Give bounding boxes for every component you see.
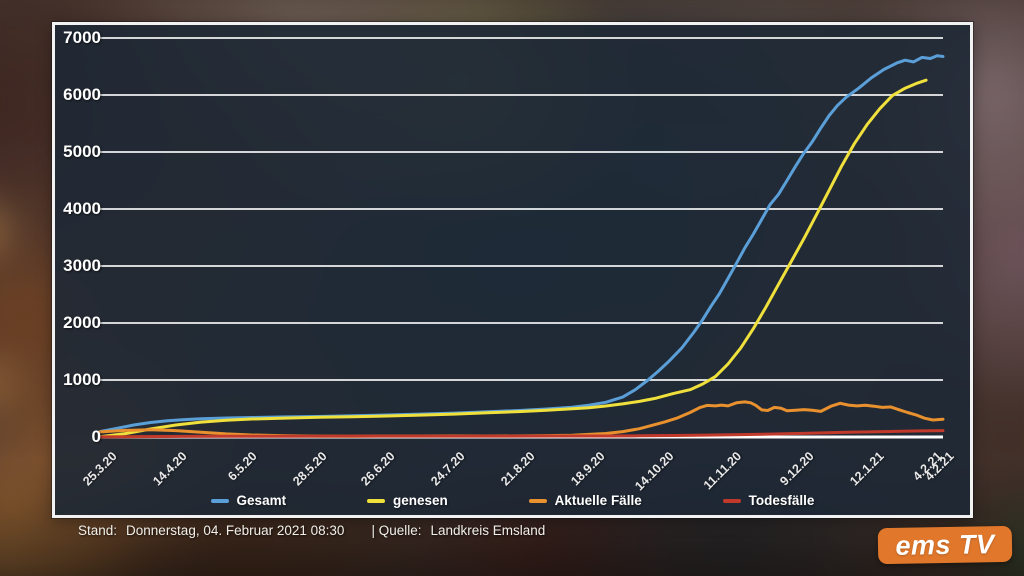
chart-panel: 7000 6000 5000 4000 3000 2000 1000 0 25.3.20 14.… — [52, 22, 973, 518]
covid-line-chart — [98, 37, 945, 439]
stand-value: Donnerstag, 04. Februar 2021 08:30 — [126, 523, 345, 538]
quelle-value: Landkreis Emsland — [430, 523, 546, 538]
status-bar: Stand: Donnerstag, 04. Februar 2021 08:3… — [78, 523, 545, 538]
logo-tv: TV — [958, 528, 995, 560]
y-axis-label: 5000 — [63, 142, 101, 161]
legend-label: Gesamt — [236, 493, 287, 508]
y-axis-label: 0 — [91, 427, 101, 446]
legend-label: Aktuelle Fälle — [554, 493, 642, 508]
logo-ems: ems — [895, 529, 952, 561]
legend-color-dash — [722, 498, 741, 503]
legend-item-genesen: genesen — [366, 493, 448, 508]
y-axis-label: 4000 — [63, 199, 101, 218]
y-axis-label: 3000 — [63, 256, 101, 275]
stand-label: Stand: — [78, 523, 118, 538]
y-axis-label: 7000 — [63, 28, 101, 47]
ems-tv-logo: ems TV — [877, 525, 1013, 565]
legend-item-todesf-lle: Todesfälle — [722, 493, 815, 508]
y-axis-label: 2000 — [63, 313, 101, 332]
legend-color-dash — [366, 498, 385, 503]
legend-color-dash — [210, 498, 229, 503]
legend-label: genesen — [392, 493, 448, 508]
legend-item-aktuelle-f-lle: Aktuelle Fälle — [528, 493, 642, 508]
y-axis-label: 1000 — [63, 370, 101, 389]
legend-color-dash — [528, 498, 547, 503]
legend-label: Todesfälle — [748, 493, 815, 508]
legend-item-gesamt: Gesamt — [210, 493, 287, 508]
quelle-label: | Quelle: — [371, 523, 422, 538]
series-line-gesamt — [98, 54, 945, 434]
series-line-todesf-lle — [98, 429, 945, 439]
series-line-genesen — [98, 78, 928, 439]
chart-legend: Gesamt genesen Aktuelle Fälle Todesfälle — [210, 493, 815, 508]
y-axis-label: 6000 — [63, 85, 101, 104]
